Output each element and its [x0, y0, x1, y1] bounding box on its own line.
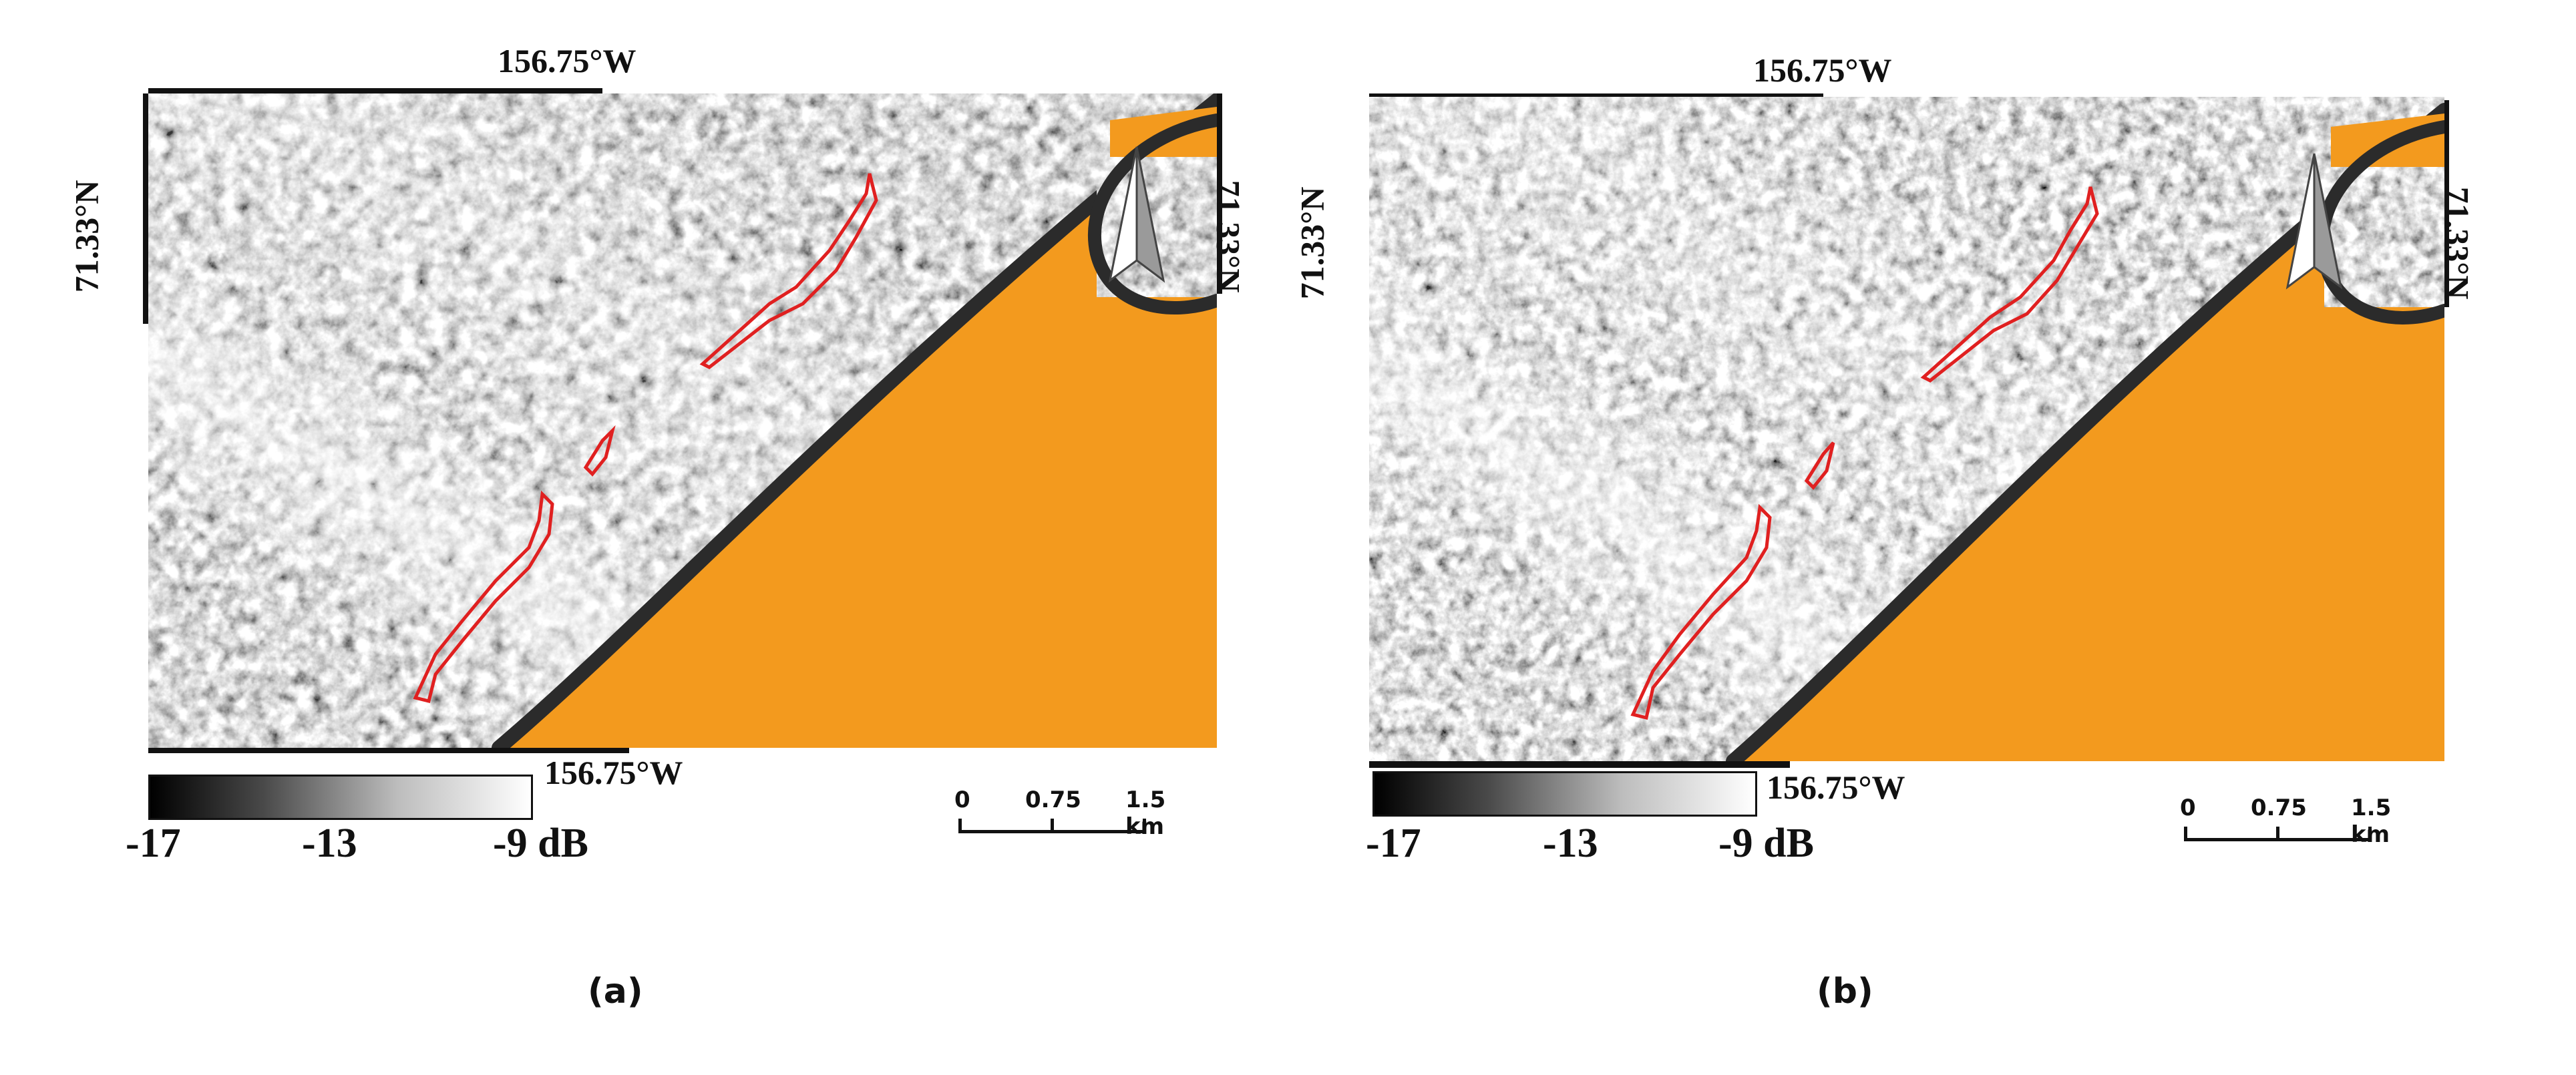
- outline-region-3: [1804, 441, 1835, 490]
- sar-map: [1369, 97, 2444, 761]
- coastline: [492, 93, 1217, 748]
- sar-map: [148, 93, 1217, 748]
- scale-label-0: 0: [954, 787, 970, 813]
- outline-region-2: [413, 490, 554, 704]
- latitude-right-label: 71.33°N: [2438, 186, 2476, 300]
- left-frame-strip: [143, 93, 150, 324]
- outline-region-3: [583, 425, 616, 477]
- right-frame-strip: [1216, 93, 1222, 294]
- north-arrow-icon: [2285, 153, 2343, 290]
- outline-region-1: [699, 173, 878, 369]
- colorbar-min-label: -17: [126, 821, 181, 866]
- scale-bar: 0 0.75 1.5 km: [954, 787, 1165, 847]
- outline-region-2: [1630, 503, 1772, 720]
- latitude-left-label: 71.33°N: [67, 180, 106, 293]
- north-arrow-icon: [1108, 146, 1165, 283]
- longitude-bottom-label: 156.75°W: [544, 754, 683, 791]
- lagoon-land: [2324, 167, 2444, 307]
- scale-bar: 0 0.75 1.5 km: [2180, 795, 2391, 855]
- outline-region-1: [1920, 186, 2099, 383]
- right-frame-strip: [2442, 100, 2449, 307]
- longitude-top-label: 156.75°W: [1753, 51, 1892, 89]
- scale-label-end: 1.5 km: [2351, 795, 2392, 848]
- panel-a: 156.75°W 71.33°N 71.33°N 156.75°W -17 -1…: [0, 0, 1269, 1075]
- bottom-frame-strip: [148, 746, 629, 753]
- scale-label-mid: 0.75: [2251, 795, 2307, 821]
- longitude-bottom-label: 156.75°W: [1767, 769, 1905, 806]
- colorbar: [148, 775, 533, 820]
- colorbar: [1372, 771, 1757, 817]
- colorbar-max-label: -9 dB: [1718, 821, 1814, 866]
- longitude-top-label: 156.75°W: [498, 42, 636, 79]
- scale-label-mid: 0.75: [1025, 787, 1081, 813]
- colorbar-mid-label: -13: [1543, 821, 1598, 866]
- latitude-left-label: 71.33°N: [1293, 186, 1331, 300]
- panel-caption: (a): [588, 972, 643, 1012]
- colorbar-max-label: -9 dB: [493, 821, 588, 866]
- colorbar-mid-label: -13: [302, 821, 357, 866]
- top-frame-strip: [148, 88, 602, 95]
- bottom-frame-strip: [1369, 761, 1790, 768]
- panel-caption: (b): [1817, 972, 1873, 1012]
- lagoon-shore: [1087, 114, 1217, 314]
- scale-label-0: 0: [2180, 795, 2196, 821]
- panel-b: 156.75°W 71.33°N 71.33°N 156.75°W -17 -1…: [1232, 0, 2501, 1075]
- colorbar-min-label: -17: [1366, 821, 1421, 866]
